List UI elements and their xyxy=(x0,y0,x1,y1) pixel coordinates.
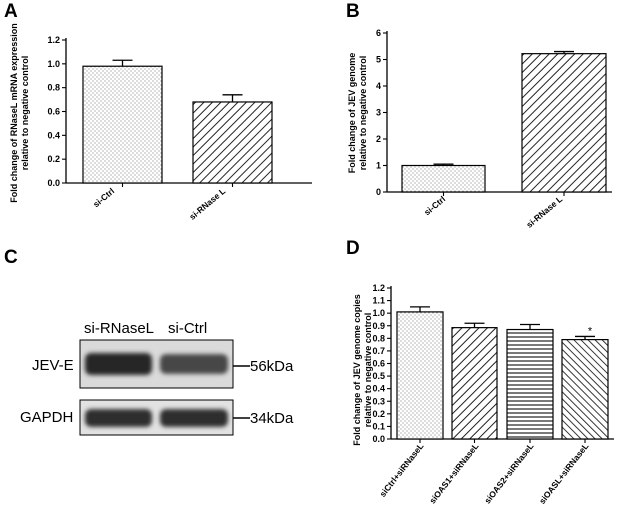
band-gapdh-lane-1 xyxy=(85,409,152,427)
y-tick-label-a: 0.8 xyxy=(47,83,60,93)
y-tick-label-d: 0.5 xyxy=(372,371,385,381)
y-tick-label-d: 1.0 xyxy=(372,308,385,318)
y-tick-label-a: 1.2 xyxy=(47,35,60,45)
y-tick-label-b: 3 xyxy=(376,108,381,118)
bar-d-3 xyxy=(506,328,554,440)
y-tick-label-d: 0.9 xyxy=(372,321,385,331)
category-label-b-2: si-RNase L xyxy=(524,194,564,230)
chart-panel-b: 0 1 2 3 4 5 6 si-Ctrl si-RNase L Fold change of J… xyxy=(347,28,612,230)
y-tick-label-d: 1.1 xyxy=(372,296,385,306)
y-tick-label-b: 1 xyxy=(376,161,381,171)
lane-label-si-ctrl: si-Ctrl xyxy=(168,320,207,337)
y-tick-label-d: 0.3 xyxy=(372,396,385,406)
y-tick-label-d: 0.2 xyxy=(372,409,385,419)
y-tick-label-b: 6 xyxy=(376,28,381,38)
band-label-jev-e: JEV-E xyxy=(32,357,74,374)
bar-d-2 xyxy=(451,327,498,440)
y-tick-label-d: 0.1 xyxy=(372,421,385,431)
lane-label-si-rnasel: si-RNaseL xyxy=(84,320,154,337)
y-axis-label-b: Fold change of JEV genomerelative to neg… xyxy=(347,53,368,174)
band-gapdh-lane-2 xyxy=(160,409,228,427)
y-axis-label-line: relative to negative control xyxy=(20,56,30,171)
category-label-d-2: siOAS1+siRNaseL xyxy=(427,441,480,505)
category-label-d-3: siOAS2+siRNaseL xyxy=(482,441,535,505)
bar-d-1 xyxy=(396,311,444,440)
panel-label-b: B xyxy=(346,1,360,22)
y-axis-label-line: relative to negative control xyxy=(358,56,368,171)
band-label-gapdh: GAPDH xyxy=(20,409,73,426)
band-jev-e-lane-1 xyxy=(85,353,152,375)
y-axis-label-d: Fold change of JEV genome copiesrelative… xyxy=(352,294,373,446)
western-blot-panel: si-RNaseL si-Ctrl JEV-E GAPDH 56kDa 34kD… xyxy=(20,320,294,436)
y-tick-label-b: 2 xyxy=(376,134,381,144)
category-label-a-2: si-RNase L xyxy=(187,186,227,222)
y-axis-label-a: Fold change of RNaseL mRNA expressionrel… xyxy=(9,23,30,203)
significance-star: * xyxy=(588,325,593,337)
y-tick-label-b: 5 xyxy=(376,55,381,65)
marker-label-34kda: 34kDa xyxy=(250,410,294,427)
y-tick-label-a: 0.6 xyxy=(47,107,60,117)
y-tick-label-d: 0.0 xyxy=(372,434,385,444)
y-tick-label-d: 0.4 xyxy=(372,384,385,394)
y-tick-label-d: 1.2 xyxy=(372,283,385,293)
chart-panel-d: 0.0 0.1 0.2 0.3 0.4 0.5 0.6 0.7 0.8 0.9 1.0 1.1 1.2 s… xyxy=(352,283,614,506)
category-label-d-4: siOASL+siRNaseL xyxy=(537,441,591,506)
y-axis-label-line: Fold change of JEV genome copies xyxy=(352,294,362,446)
y-tick-label-d: 0.8 xyxy=(372,333,385,343)
y-tick-label-a: 0.2 xyxy=(47,154,60,164)
y-tick-label-b: 4 xyxy=(376,81,381,91)
bar-d-4 xyxy=(561,338,609,440)
category-label-a-1: si-Ctrl xyxy=(91,186,116,209)
y-tick-label-a: 0.4 xyxy=(47,130,60,140)
marker-label-56kda: 56kDa xyxy=(250,358,294,375)
y-axis-label-line: Fold change of JEV genome xyxy=(347,53,357,174)
bar-b-2 xyxy=(521,53,607,193)
bar-a-1 xyxy=(82,65,163,184)
panel-label-c: C xyxy=(4,247,18,268)
y-tick-label-a: 0.0 xyxy=(47,178,60,188)
y-axis-label-line: Fold change of RNaseL mRNA expression xyxy=(9,23,19,203)
category-label-b-1: si-Ctrl xyxy=(422,194,447,217)
y-tick-label-a: 1.0 xyxy=(47,59,60,69)
y-axis-label-line: relative to negative control xyxy=(363,313,373,428)
y-tick-label-d: 0.7 xyxy=(372,346,385,356)
y-tick-label-b: 0 xyxy=(376,187,381,197)
bar-a-2 xyxy=(192,101,273,184)
band-jev-e-lane-2 xyxy=(160,354,228,374)
panel-label-d: D xyxy=(346,238,360,259)
category-label-d-1: siCtrl+siRNaseL xyxy=(377,441,425,499)
panel-label-a: A xyxy=(4,1,18,22)
bar-b-1 xyxy=(401,164,486,193)
chart-panel-a: 0.0 0.2 0.4 0.6 0.8 1.0 1.2 si-Ctrl si-RNase L Fo… xyxy=(9,23,312,222)
y-tick-label-d: 0.6 xyxy=(372,359,385,369)
